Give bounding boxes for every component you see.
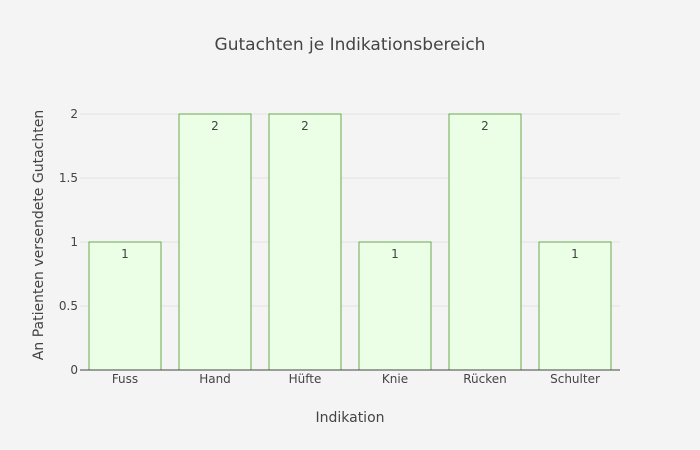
y-axis-title: An Patienten versendete Gutachten xyxy=(31,110,47,360)
x-axis-ticks: Fuss Hand Hüfte Knie Rücken Schulter xyxy=(112,372,600,386)
x-tick-label: Knie xyxy=(382,372,408,386)
bar xyxy=(88,241,162,371)
bar-value-label: 2 xyxy=(301,119,309,133)
y-axis-ticks: 0 0.5 1 1.5 2 xyxy=(59,107,78,377)
y-tick-label: 0.5 xyxy=(59,299,78,313)
gridlines xyxy=(80,113,620,307)
bar xyxy=(358,241,432,371)
x-tick-label: Hüfte xyxy=(289,372,322,386)
y-tick-label: 1.5 xyxy=(59,171,78,185)
y-tick-label: 1 xyxy=(70,235,78,249)
bar xyxy=(538,241,612,371)
bars: 1 2 2 1 2 1 xyxy=(88,113,612,371)
bar xyxy=(268,113,342,371)
bar-value-label: 2 xyxy=(211,119,219,133)
x-tick-label: Hand xyxy=(199,372,231,386)
x-tick-label: Schulter xyxy=(550,372,600,386)
bar-value-label: 1 xyxy=(571,247,579,261)
chart-title: Gutachten je Indikationsbereich xyxy=(215,35,486,55)
x-tick-label: Fuss xyxy=(112,372,138,386)
x-axis-title: Indikation xyxy=(315,410,384,426)
y-tick-label: 0 xyxy=(70,363,78,377)
y-tick-label: 2 xyxy=(70,107,78,121)
bar-value-label: 2 xyxy=(481,119,489,133)
bar xyxy=(448,113,522,371)
bar xyxy=(178,113,252,371)
bar-value-label: 1 xyxy=(391,247,399,261)
x-tick-label: Rücken xyxy=(463,372,507,386)
bar-value-label: 1 xyxy=(121,247,129,261)
